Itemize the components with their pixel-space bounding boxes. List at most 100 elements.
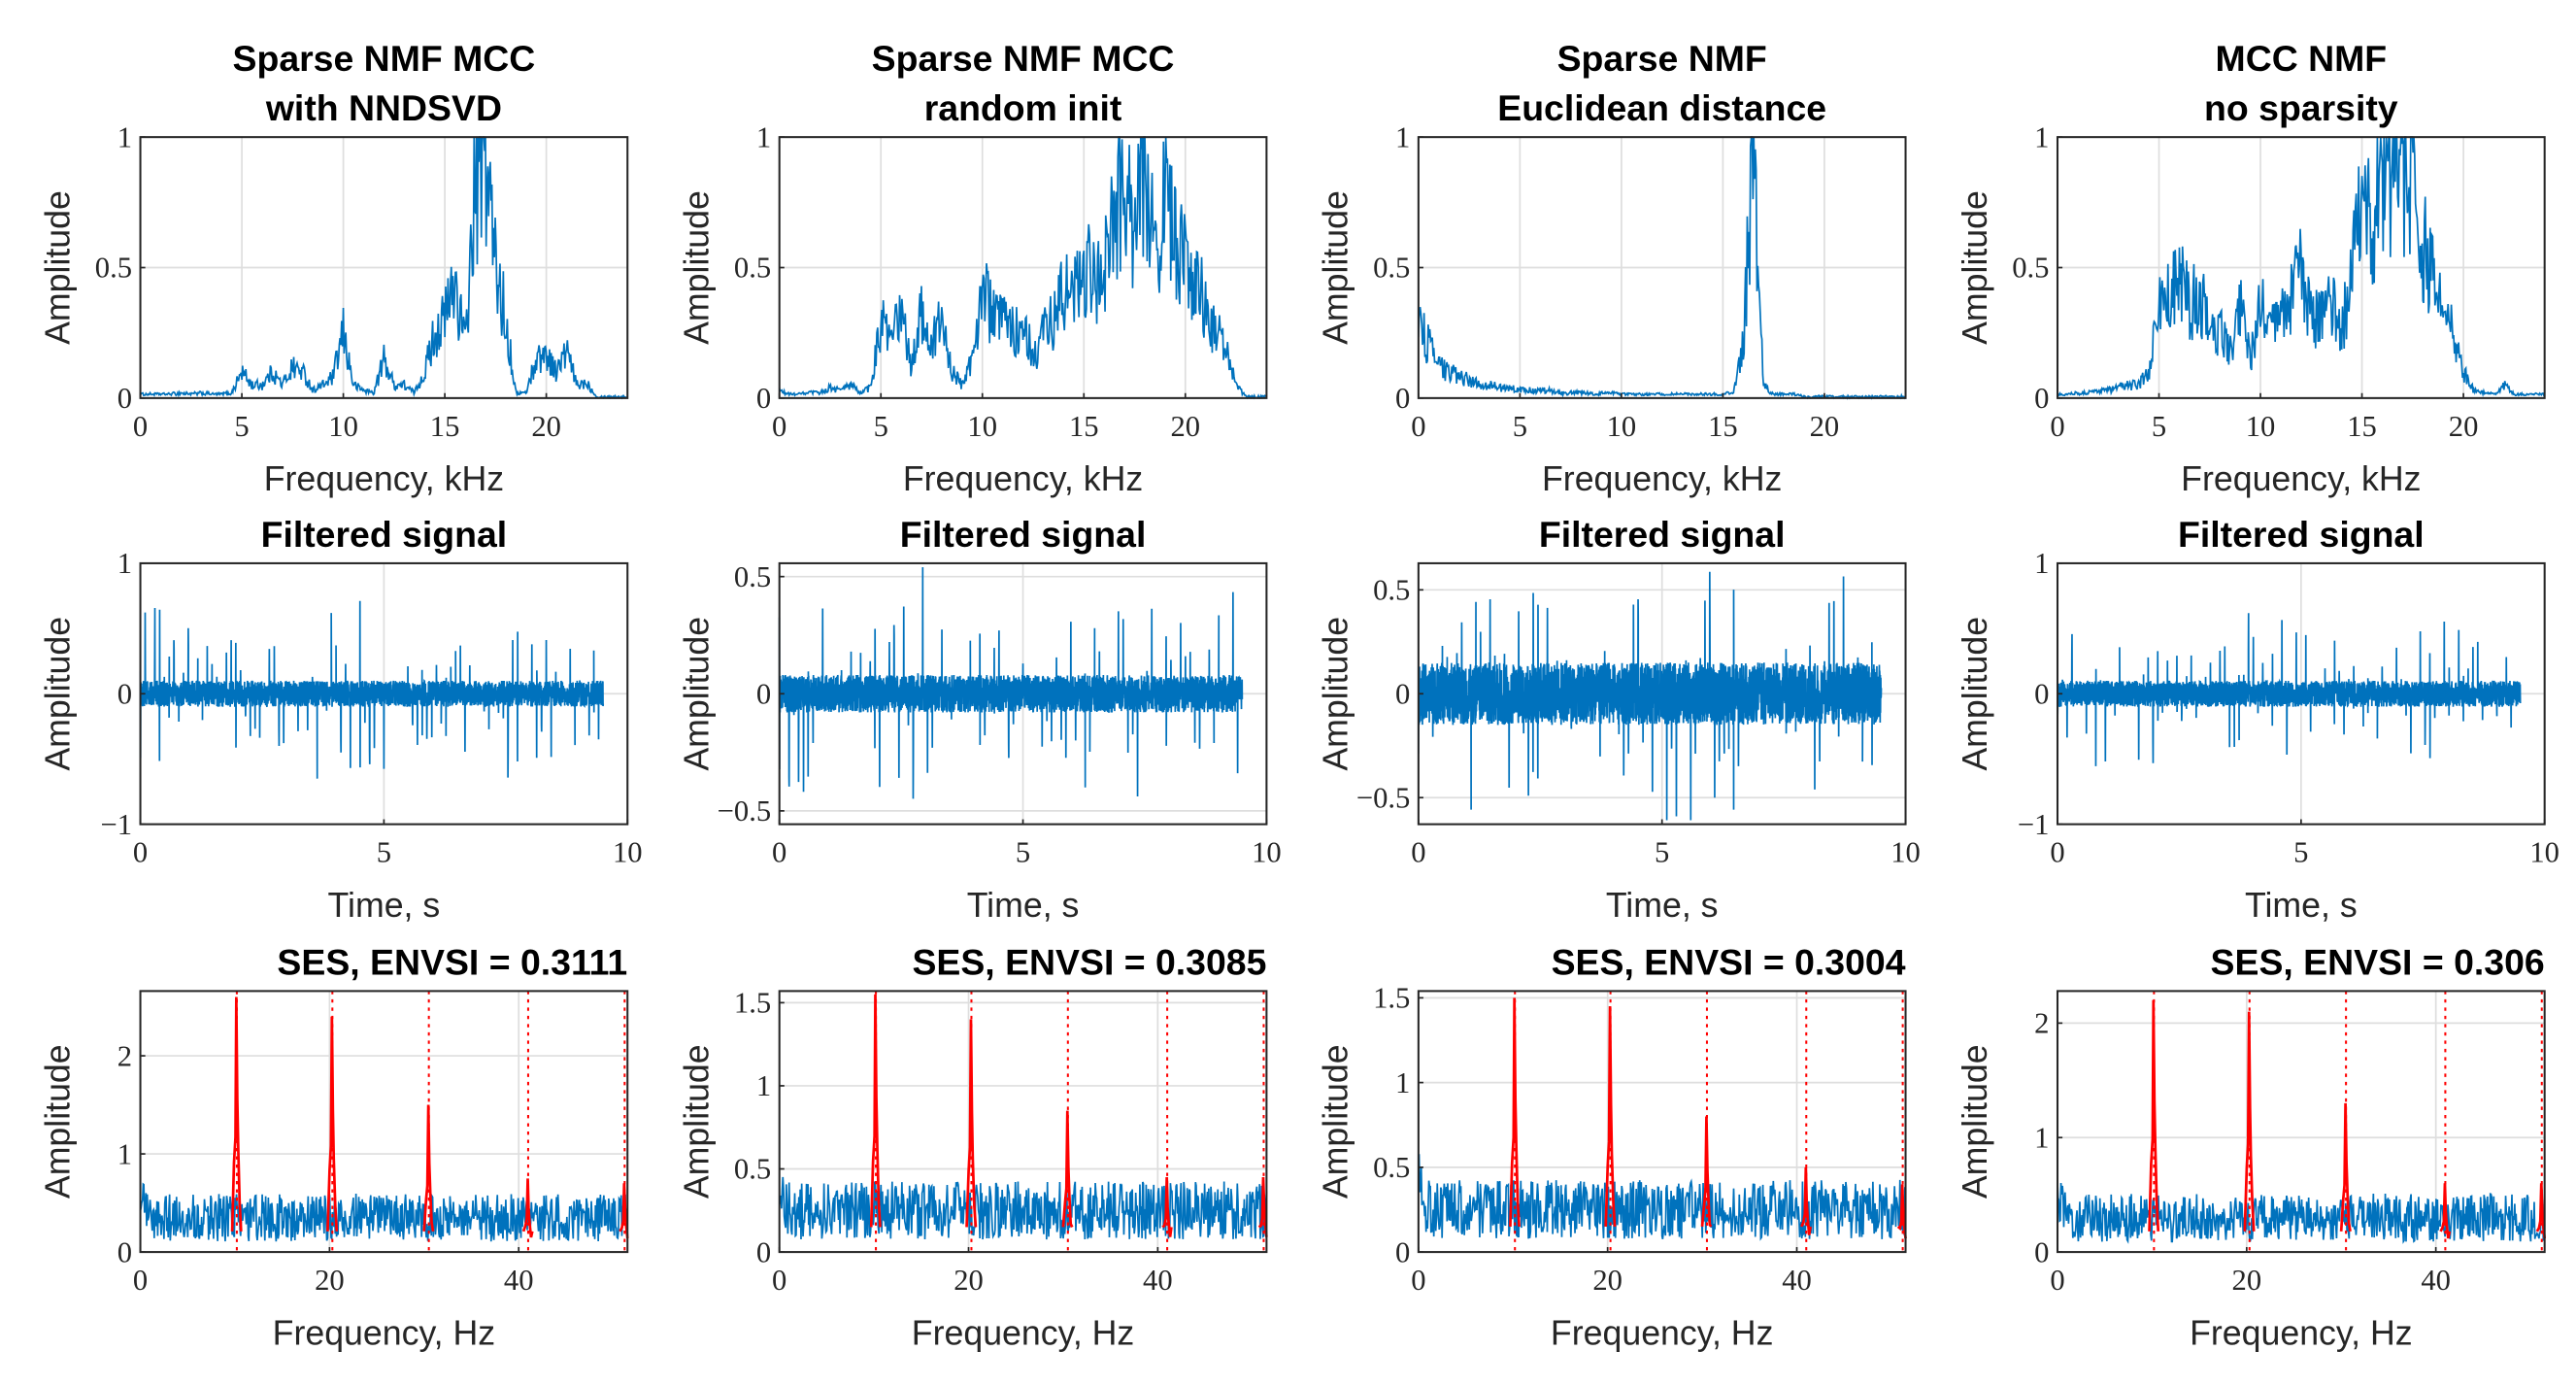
harmonic-peak xyxy=(965,1019,978,1228)
harmonic-peak xyxy=(2148,999,2160,1232)
x-tick-label: 0 xyxy=(133,836,148,869)
harmonic-peak xyxy=(1161,1177,1173,1237)
harmonic-peak xyxy=(1257,1177,1268,1237)
chart-title: Filtered signal xyxy=(1539,514,1786,555)
y-tick-label: 1 xyxy=(2034,547,2049,580)
y-axis-label: Amplitude xyxy=(38,617,77,771)
x-tick-label: 5 xyxy=(1016,836,1030,869)
x-tick-label: 0 xyxy=(1411,410,1425,443)
x-tick-label: 10 xyxy=(967,410,997,443)
y-tick-label: 0 xyxy=(117,677,132,710)
x-tick-label: 5 xyxy=(1513,410,1527,443)
subplot-3-1: 0 20 40 0 1 2 Frequency, Hz Amplitude SES, ENVSI… xyxy=(38,941,629,1352)
y-axis-label: Amplitude xyxy=(1956,1044,1994,1199)
chart-title: no sparsity xyxy=(2204,87,2398,128)
x-axis-label: Time, s xyxy=(328,886,441,925)
series-line xyxy=(2057,1182,2546,1244)
y-tick-label: 2 xyxy=(2034,1007,2049,1040)
harmonic-peak xyxy=(230,997,243,1232)
chart-title: Euclidean distance xyxy=(1497,87,1826,128)
y-axis-label: Amplitude xyxy=(1317,617,1355,771)
chart-title: SES, ENVSI = 0.306 xyxy=(2211,941,2545,982)
x-axis-label: Time, s xyxy=(967,886,1080,925)
y-tick-label: −0.5 xyxy=(718,794,772,828)
x-axis-label: Frequency, Hz xyxy=(1551,1313,1774,1352)
x-tick-label: 0 xyxy=(2050,1264,2064,1297)
x-axis-label: Frequency, kHz xyxy=(264,459,504,498)
x-tick-label: 5 xyxy=(2293,836,2308,869)
x-axis-label: Frequency, Hz xyxy=(273,1313,496,1352)
x-tick-label: 5 xyxy=(377,836,391,869)
subplot-1-4: 0 5 10 15 20 0 0.5 1 Frequency, kHz Amplitude MCC … xyxy=(1956,38,2546,498)
y-axis-label: Amplitude xyxy=(38,190,77,345)
series-line xyxy=(2057,613,2522,766)
x-tick-label: 0 xyxy=(133,1264,148,1297)
harmonic-peak xyxy=(2243,1011,2256,1232)
x-tick-label: 0 xyxy=(133,410,148,443)
harmonic-peak xyxy=(326,1016,339,1232)
series-line xyxy=(139,136,628,400)
x-tick-label: 15 xyxy=(1708,410,1738,443)
x-tick-label: 10 xyxy=(1252,836,1282,869)
subplot-3-4: 0 20 40 0 1 2 Frequency, Hz Amplitude SES, ENVSI… xyxy=(1956,941,2547,1352)
axes-box xyxy=(1417,136,1907,399)
x-axis-label: Frequency, kHz xyxy=(903,459,1143,498)
harmonic-peak xyxy=(869,994,882,1228)
x-tick-label: 10 xyxy=(1890,836,1921,869)
x-tick-label: 10 xyxy=(328,410,358,443)
x-axis-label: Frequency, kHz xyxy=(1542,459,1782,498)
harmonic-peak xyxy=(619,1183,629,1239)
y-tick-label: 0 xyxy=(1395,382,1410,415)
chart-title: MCC NMF xyxy=(2216,38,2388,79)
harmonic-peak xyxy=(1700,1116,1713,1228)
x-tick-label: 5 xyxy=(2152,410,2166,443)
harmonic-peak xyxy=(1509,997,1521,1227)
subplot-1-1: 0 5 10 15 20 0 0.5 1 Frequency, kHz Amplitude Spar… xyxy=(38,38,629,498)
y-tick-label: 2 xyxy=(117,1039,132,1072)
y-axis-label: Amplitude xyxy=(678,1044,717,1199)
series-line xyxy=(778,136,1267,400)
x-tick-label: 10 xyxy=(1607,410,1637,443)
series-line xyxy=(778,567,1244,799)
y-tick-label: 0 xyxy=(2034,382,2049,415)
harmonic-peak xyxy=(2339,1102,2352,1233)
harmonic-peak xyxy=(1604,1006,1617,1227)
y-tick-label: 1 xyxy=(1395,1066,1410,1099)
chart-title: SES, ENVSI = 0.3111 xyxy=(277,941,627,982)
y-tick-label: 1 xyxy=(756,1069,771,1102)
chart-title: random init xyxy=(924,87,1122,128)
x-tick-label: 0 xyxy=(2050,836,2064,869)
subplot-3-3: 0 20 40 0 0.5 1 1.5 Frequency, Hz Amplitude SES, … xyxy=(1317,941,1907,1352)
x-tick-label: 15 xyxy=(430,410,460,443)
series-line xyxy=(139,1182,629,1242)
x-tick-label: 40 xyxy=(1782,1264,1812,1297)
chart-title: SES, ENVSI = 0.3004 xyxy=(1552,941,1906,982)
x-tick-label: 15 xyxy=(1069,410,1099,443)
y-tick-label: 1 xyxy=(756,120,771,153)
chart-title: Filtered signal xyxy=(261,514,508,555)
x-axis-label: Time, s xyxy=(1606,886,1719,925)
y-axis-label: Amplitude xyxy=(678,190,717,345)
subplot-3-2: 0 20 40 0 0.5 1 1.5 Frequency, Hz Amplitude SES, … xyxy=(678,941,1268,1352)
x-tick-label: 20 xyxy=(1810,410,1840,443)
y-tick-label: 0 xyxy=(2034,677,2049,710)
axes-box xyxy=(778,990,1268,1254)
y-tick-label: 1 xyxy=(2034,120,2049,153)
x-tick-label: 0 xyxy=(1411,1264,1425,1297)
x-tick-label: 5 xyxy=(234,410,249,443)
x-tick-label: 0 xyxy=(772,836,786,869)
y-axis-label: Amplitude xyxy=(1317,1044,1355,1199)
subplot-1-2: 0 5 10 15 20 0 0.5 1 Frequency, kHz Amplitude Spar… xyxy=(678,38,1268,498)
x-axis-label: Frequency, Hz xyxy=(2190,1313,2413,1352)
x-tick-label: 15 xyxy=(2347,410,2377,443)
x-axis-label: Frequency, kHz xyxy=(2181,459,2421,498)
x-tick-label: 0 xyxy=(772,1264,786,1297)
x-tick-label: 20 xyxy=(1170,410,1200,443)
harmonic-peak xyxy=(1896,1184,1907,1239)
y-tick-label: −0.5 xyxy=(1356,781,1411,814)
harmonic-peak xyxy=(422,1104,435,1233)
y-tick-label: 0 xyxy=(756,382,771,415)
series-line xyxy=(779,1176,1268,1240)
